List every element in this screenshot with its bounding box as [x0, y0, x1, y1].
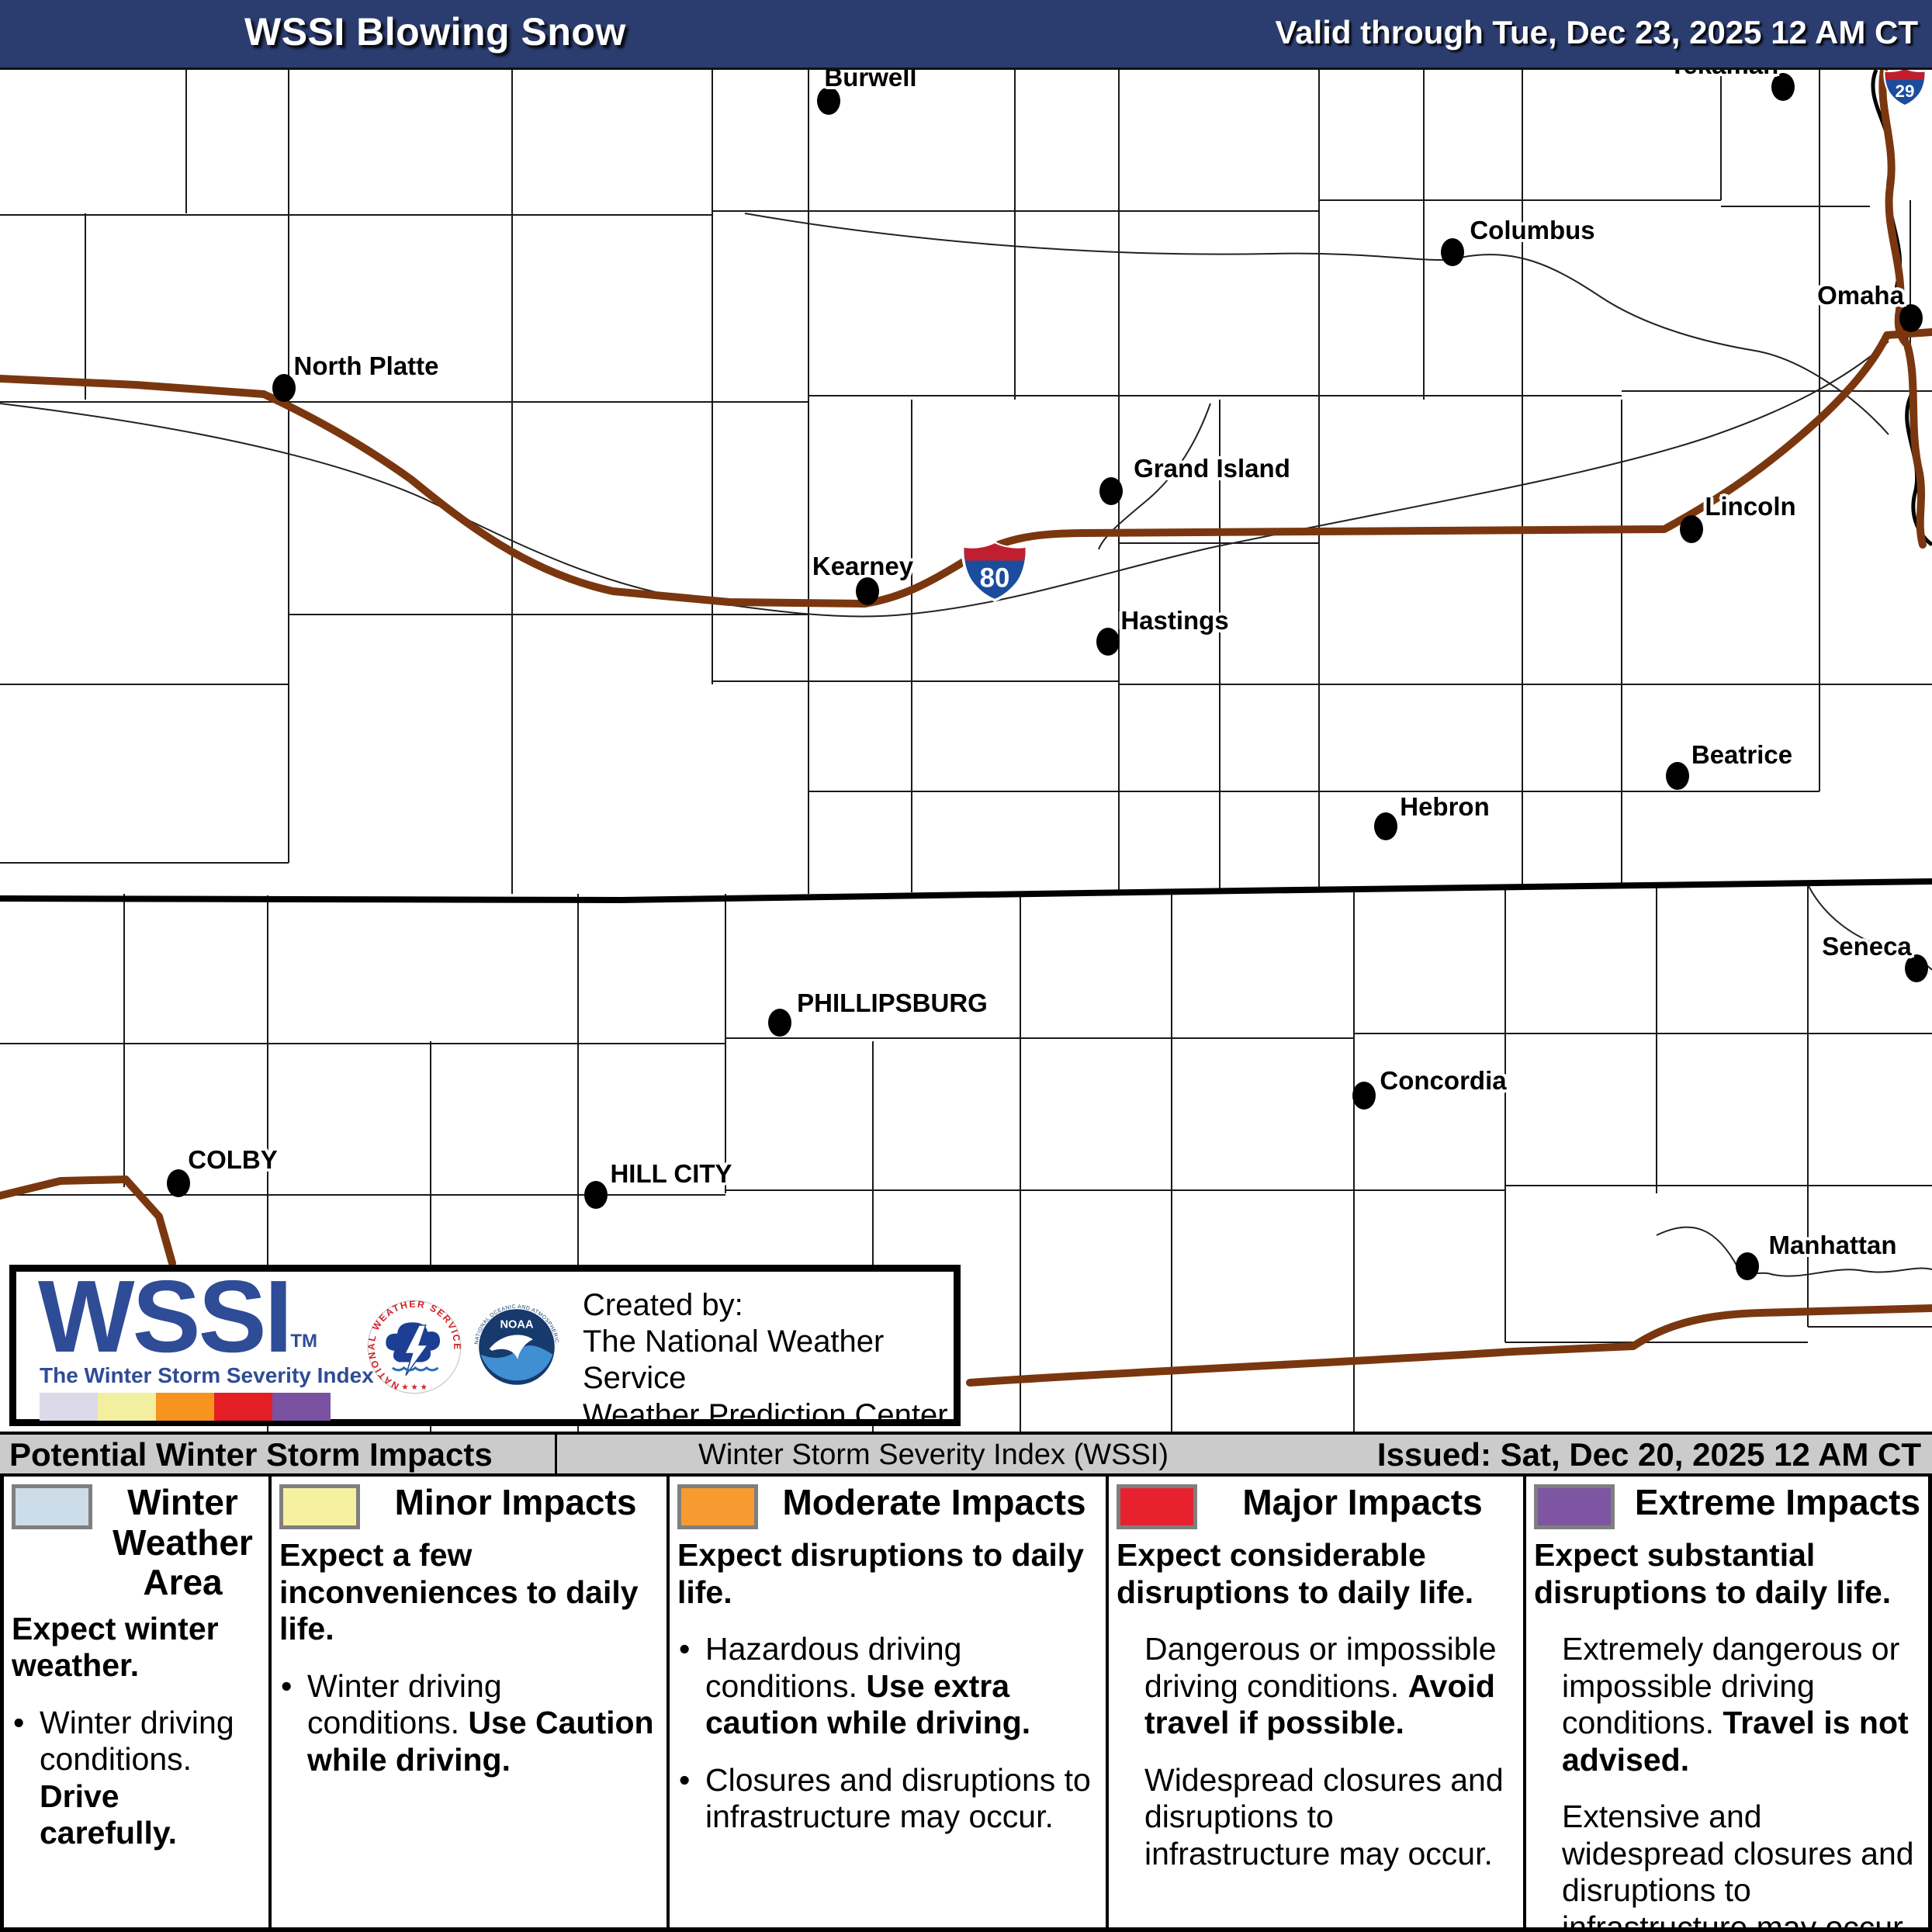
wssi-scale-swatch-0: [40, 1393, 98, 1421]
valid-through-text: Valid through Tue, Dec 23, 2025 12 AM CT: [1275, 14, 1918, 50]
legend-lead-moderate-impacts: Expect disruptions to daily life.: [677, 1537, 1084, 1610]
nws-logo-icon: NATIONAL WEATHER SERVICE ★ ★ ★: [367, 1300, 461, 1394]
interstate-80-shield-icon: 80: [961, 540, 1029, 606]
city-dot-burwell: [817, 87, 840, 115]
issued-timestamp: Issued: Sat, Dec 20, 2025 12 AM CT: [1376, 1436, 1921, 1473]
legend-lead-minor-impacts: Expect a few inconveniences to daily lif…: [279, 1537, 639, 1647]
impacts-bar-title-box: Potential Winter Storm Impacts: [0, 1435, 557, 1473]
city-dot-phillipsburg: [768, 1009, 791, 1037]
city-label-colby: COLBY: [188, 1145, 278, 1174]
city-dot-hastings: [1096, 628, 1120, 656]
city-dot-tekamah: [1771, 73, 1795, 101]
created-by-line2: The National Weather Service: [583, 1324, 885, 1396]
city-dot-colby: [167, 1169, 190, 1197]
city-label-omaha: Omaha: [1817, 281, 1904, 310]
city-label-hastings: Hastings: [1120, 606, 1229, 635]
city-dot-manhattan: [1736, 1252, 1759, 1280]
legend-column-moderate-impacts: Moderate Impacts Expect disruptions to da…: [670, 1477, 1109, 1927]
page-title: WSSI Blowing Snow: [244, 10, 626, 54]
created-by-line1: Created by:: [583, 1288, 743, 1322]
legend-column-major-impacts: Major Impacts Expect considerable disrupt…: [1109, 1477, 1526, 1927]
legend-title-minor-impacts: Minor Impacts: [394, 1482, 637, 1522]
legend-item: Hazardous driving conditions. Use extra …: [677, 1631, 1098, 1742]
svg-text:29: 29: [1896, 81, 1915, 101]
legend-lead-winter-weather-area: Expect winter weather.: [12, 1610, 219, 1684]
city-label-beatrice: Beatrice: [1691, 740, 1793, 769]
city-label-phillipsburg: PHILLIPSBURG: [797, 989, 988, 1017]
header-bar: WSSI Blowing Snow Valid through Tue, Dec…: [0, 0, 1932, 70]
map-area: Burwell Tekamah Columbus Omaha North Platte G…: [0, 70, 1932, 1432]
interstate-29-shield-icon: 29: [1883, 70, 1927, 111]
created-by-text: Created by: The National Weather Service…: [583, 1287, 954, 1434]
legend-item: Winter driving conditions. Use Caution w…: [279, 1668, 659, 1779]
wssi-scale-swatch-2: [156, 1393, 214, 1421]
impacts-bar-title: Potential Winter Storm Impacts: [9, 1436, 493, 1473]
legend-column-winter-weather-area: Winter Weather Area Expect winter weather…: [4, 1477, 272, 1927]
wssi-severity-scale: [40, 1393, 331, 1421]
city-label-seneca: Seneca: [1822, 932, 1912, 961]
legend-item: Extensive and widespread closures and di…: [1562, 1799, 1914, 1932]
noaa-label: NOAA: [500, 1319, 533, 1331]
legend-title-winter-weather-area: Winter Weather Area: [113, 1482, 253, 1603]
city-label-manhattan: Manhattan: [1768, 1231, 1897, 1259]
legend-item: Winter driving conditions. Drive careful…: [12, 1705, 261, 1852]
wssi-index-label: Winter Storm Severity Index (WSSI): [698, 1439, 1169, 1471]
city-label-north-platte: North Platte: [293, 351, 439, 380]
noaa-logo-icon: NATIONAL OCEANIC AND ATMOSPHERIC ADMINIS…: [469, 1300, 563, 1394]
wssi-scale-swatch-1: [98, 1393, 156, 1421]
county-boundaries-layer: [0, 70, 1932, 1432]
moderate-impacts-swatch: [677, 1484, 758, 1529]
extreme-impacts-swatch: [1534, 1484, 1615, 1529]
winter-weather-area-swatch: [12, 1484, 92, 1529]
legend-item: Closures and disruptions to infrastructu…: [677, 1762, 1098, 1836]
wssi-scale-swatch-3: [214, 1393, 272, 1421]
minor-impacts-swatch: [279, 1484, 360, 1529]
city-dot-hill-city: [584, 1181, 608, 1209]
wssi-tagline: The Winter Storm Severity Index: [40, 1363, 374, 1387]
legend-title-extreme-impacts: Extreme Impacts: [1634, 1482, 1921, 1522]
city-label-grand-island: Grand Island: [1134, 454, 1290, 483]
legend-title-major-impacts: Major Impacts: [1242, 1482, 1483, 1522]
city-label-columbus: Columbus: [1470, 216, 1595, 244]
city-dot-columbus: [1441, 238, 1464, 266]
legend-column-minor-impacts: Minor Impacts Expect a few inconveniences…: [272, 1477, 670, 1927]
city-label-kearney: Kearney: [812, 552, 914, 580]
legend-lead-extreme-impacts: Expect substantial disruptions to daily …: [1534, 1537, 1892, 1610]
city-dot-omaha: [1899, 304, 1923, 332]
wssi-scale-swatch-4: [272, 1393, 331, 1421]
nws-stars: ★ ★ ★: [401, 1383, 428, 1392]
legend-title-moderate-impacts: Moderate Impacts: [782, 1482, 1086, 1522]
issue-bar: Potential Winter Storm Impacts Winter St…: [0, 1432, 1932, 1477]
city-dot-seneca: [1905, 954, 1928, 982]
city-dot-beatrice: [1666, 762, 1689, 790]
city-label-lincoln: Lincoln: [1705, 492, 1796, 521]
major-impacts-swatch: [1117, 1484, 1197, 1529]
city-dot-hebron: [1374, 812, 1397, 840]
city-dot-lincoln: [1680, 515, 1703, 543]
legend-column-extreme-impacts: Extreme Impacts Expect substantial disrup…: [1526, 1477, 1932, 1932]
city-dot-north-platte: [272, 374, 296, 402]
wssi-logo-box: WSSITM The Winter Storm Severity Index N…: [9, 1259, 961, 1432]
trademark-symbol: TM: [290, 1331, 318, 1352]
city-label-hill-city: HILL CITY: [610, 1159, 732, 1188]
wssi-logo-text: WSSITM: [38, 1259, 318, 1373]
legend-item: Widespread closures and disruptions to i…: [1144, 1761, 1504, 1871]
legend-item: Extremely dangerous or impossible drivin…: [1562, 1631, 1909, 1778]
legend-lead-major-impacts: Expect considerable disruptions to daily…: [1117, 1537, 1474, 1610]
impacts-legend: Winter Weather Area Expect winter weather…: [0, 1477, 1932, 1932]
city-label-tekamah: Tekamah: [1670, 70, 1779, 80]
created-by-line3: Weather Prediction Center: [583, 1397, 948, 1432]
city-label-burwell: Burwell: [824, 70, 917, 92]
svg-text:80: 80: [980, 563, 1010, 593]
city-label-concordia: Concordia: [1380, 1066, 1507, 1095]
legend-item: Dangerous or impossible driving conditio…: [1144, 1631, 1497, 1741]
city-dot-kearney: [856, 577, 879, 605]
city-dot-concordia: [1352, 1082, 1376, 1110]
city-dot-grand-island: [1099, 477, 1123, 505]
city-label-hebron: Hebron: [1400, 792, 1490, 821]
